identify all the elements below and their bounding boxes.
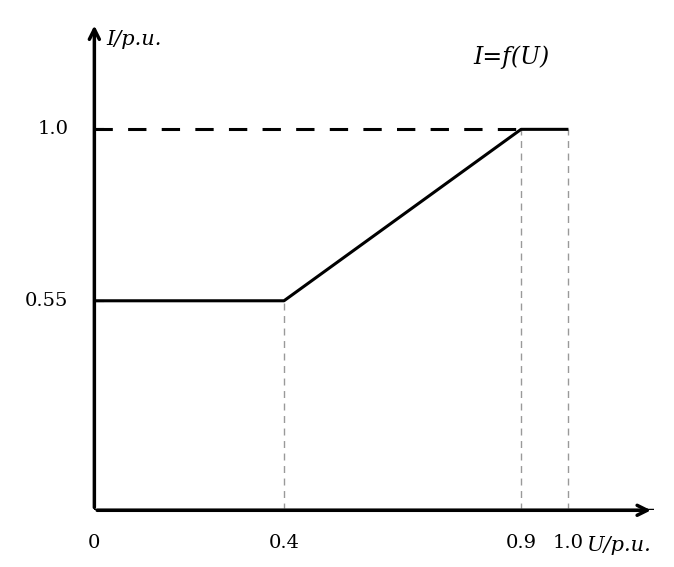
Text: 0.4: 0.4: [268, 534, 299, 552]
Text: I/p.u.: I/p.u.: [106, 30, 162, 49]
Text: 0.55: 0.55: [25, 292, 68, 310]
Text: 1.0: 1.0: [37, 120, 68, 138]
Text: U/p.u.: U/p.u.: [586, 536, 651, 555]
Text: 1.0: 1.0: [553, 534, 584, 552]
Text: I=f(U): I=f(U): [474, 45, 550, 69]
Text: 0: 0: [88, 534, 100, 552]
Text: 0.9: 0.9: [506, 534, 537, 552]
